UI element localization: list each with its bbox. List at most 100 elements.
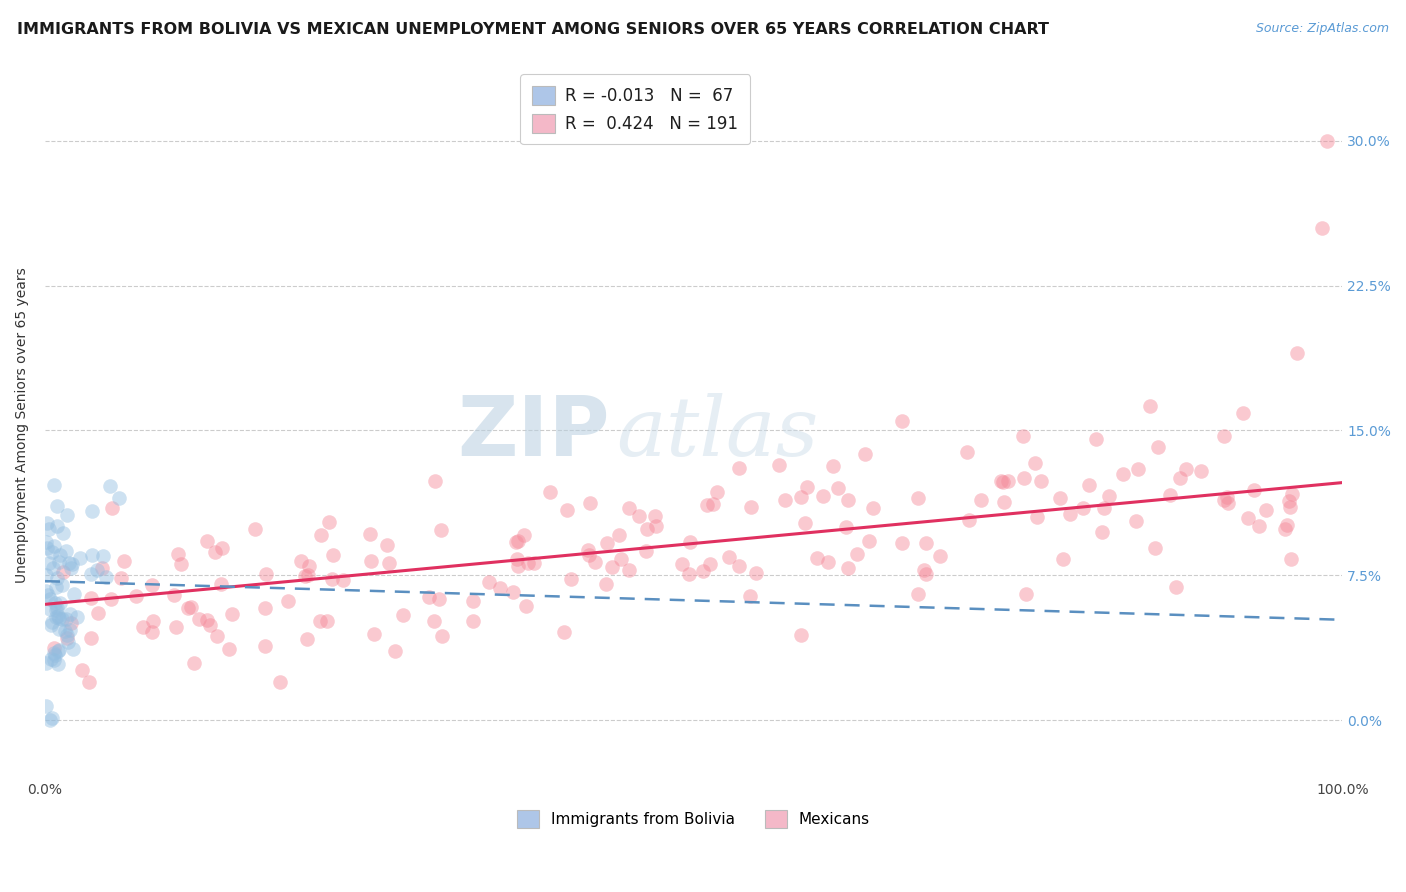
Point (990, 474, 1012, 488)
Legend: Immigrants from Bolivia, Mexicans: Immigrants from Bolivia, Mexicans (510, 805, 876, 834)
Point (1237, 511, 1260, 525)
Point (891, 535, 914, 549)
Point (1146, 441, 1168, 455)
Point (1166, 580, 1188, 594)
Point (41, 615, 63, 629)
Point (607, 527, 630, 541)
Point (56, 508, 79, 523)
Point (298, 559, 321, 574)
Point (45, 610, 67, 624)
Point (1159, 488, 1181, 502)
Point (794, 516, 817, 530)
Point (56, 628, 79, 642)
Point (290, 554, 312, 568)
Point (141, 625, 163, 640)
Point (516, 556, 538, 570)
Point (60, 558, 83, 572)
Point (198, 618, 221, 632)
Point (38, 713, 60, 727)
Point (914, 536, 936, 550)
Point (38, 556, 60, 570)
Point (332, 573, 354, 587)
Point (728, 461, 751, 475)
Point (956, 445, 979, 459)
Point (1144, 541, 1167, 556)
Point (297, 632, 319, 647)
Point (35, 516, 58, 530)
Point (1256, 502, 1278, 516)
Point (997, 474, 1019, 488)
Point (141, 577, 163, 591)
Point (1052, 552, 1074, 566)
Point (42, 646, 65, 660)
Point (463, 594, 485, 608)
Point (1279, 551, 1302, 566)
Point (360, 554, 382, 568)
Point (1025, 510, 1047, 524)
Point (578, 549, 600, 563)
Point (55, 611, 77, 625)
Point (42, 561, 65, 575)
Point (1126, 462, 1149, 476)
Point (322, 548, 344, 562)
Point (717, 550, 740, 565)
Point (692, 564, 714, 578)
Point (796, 480, 818, 494)
Point (86, 606, 108, 620)
Point (1247, 518, 1270, 533)
Point (773, 493, 796, 508)
Point (422, 615, 444, 629)
Point (110, 571, 132, 585)
Point (634, 544, 657, 558)
Point (912, 563, 935, 577)
Point (1310, 220, 1333, 235)
Point (1071, 501, 1094, 516)
Point (52, 566, 75, 580)
Point (44, 596, 66, 610)
Point (1049, 491, 1071, 506)
Point (42, 478, 65, 492)
Point (636, 523, 658, 537)
Point (1125, 514, 1147, 528)
Point (432, 629, 454, 643)
Point (254, 640, 277, 654)
Point (35, 535, 58, 549)
Point (45, 499, 67, 513)
Point (80, 548, 103, 562)
Point (1059, 507, 1081, 521)
Point (48, 643, 70, 657)
Point (195, 613, 218, 627)
Point (108, 491, 131, 506)
Point (1112, 467, 1135, 482)
Point (1024, 456, 1046, 470)
Text: ZIP: ZIP (457, 392, 609, 473)
Point (957, 512, 980, 526)
Point (180, 600, 202, 615)
Point (1216, 490, 1239, 504)
Point (617, 500, 640, 515)
Point (506, 559, 529, 574)
Point (678, 567, 700, 582)
Point (891, 414, 914, 428)
Point (1189, 464, 1212, 478)
Point (1278, 494, 1301, 508)
Point (835, 520, 858, 534)
Point (221, 607, 243, 621)
Point (297, 568, 319, 582)
Point (35, 656, 58, 670)
Point (170, 558, 193, 572)
Point (46, 657, 69, 671)
Point (35, 584, 58, 599)
Point (1281, 487, 1303, 501)
Point (318, 515, 340, 529)
Point (1031, 475, 1053, 489)
Point (49, 548, 72, 562)
Point (1278, 500, 1301, 514)
Point (42, 641, 65, 656)
Point (80, 504, 103, 518)
Point (315, 615, 337, 629)
Point (41, 545, 63, 559)
Point (63, 587, 86, 601)
Point (46, 609, 69, 624)
Point (245, 522, 267, 536)
